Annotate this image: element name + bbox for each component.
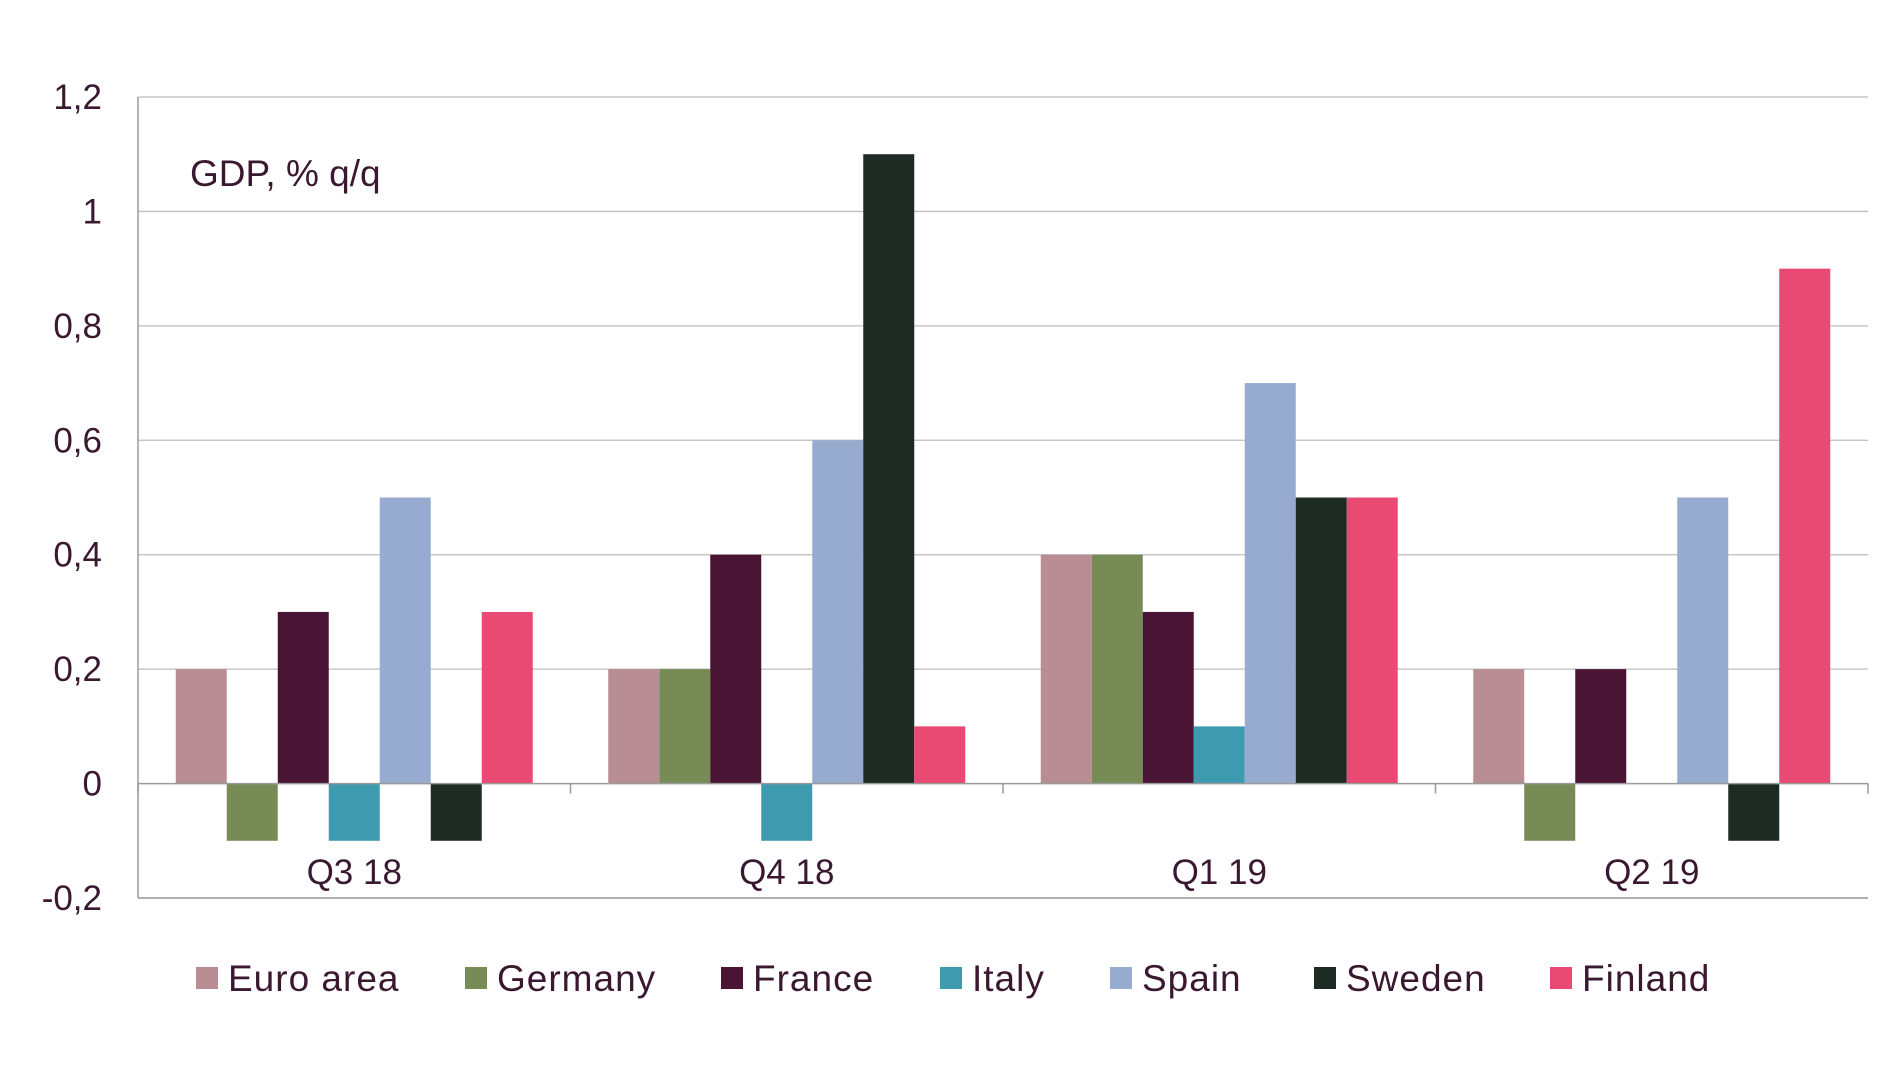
axes <box>137 97 1869 899</box>
bar <box>1193 726 1245 784</box>
bar <box>481 611 533 784</box>
legend-label: France <box>753 958 874 999</box>
legend-label: Euro area <box>228 958 400 999</box>
bar <box>1473 669 1525 784</box>
legend-label: Germany <box>497 958 656 999</box>
bar <box>1091 554 1143 784</box>
legend-swatch <box>465 967 487 989</box>
legend-swatch <box>1314 967 1336 989</box>
y-axis-tick-labels: -0,2 0 0,2 0,4 0,6 0,8 1 1,2 <box>42 78 102 918</box>
legend-swatch <box>721 967 743 989</box>
bar <box>226 783 278 841</box>
y-tick-label: 0,8 <box>53 307 102 346</box>
legend-swatch <box>940 967 962 989</box>
legend-label: Sweden <box>1346 958 1486 999</box>
bar <box>1677 497 1729 784</box>
y-tick-label: 0,6 <box>53 421 102 460</box>
category-label: Q2 19 <box>1604 853 1699 892</box>
legend-label: Italy <box>972 958 1045 999</box>
y-tick-label: 0,4 <box>53 536 102 575</box>
category-label: Q3 18 <box>307 853 402 892</box>
bar <box>659 669 711 784</box>
bar <box>1040 554 1092 784</box>
y-tick-label: 0,2 <box>53 650 102 689</box>
bar <box>812 440 864 784</box>
bar <box>277 611 329 784</box>
bar <box>914 726 966 784</box>
legend: Euro area Germany France Italy Spain Sweden Fi… <box>196 958 1710 999</box>
y-tick-label: 1,2 <box>53 78 102 117</box>
bar <box>1142 611 1194 784</box>
bar <box>710 554 762 784</box>
category-label: Q4 18 <box>739 853 834 892</box>
bar <box>175 669 227 784</box>
bar <box>430 783 482 841</box>
bar <box>863 154 915 784</box>
y-tick-label: -0,2 <box>42 879 102 918</box>
bars <box>175 154 1831 841</box>
legend-swatch <box>1550 967 1572 989</box>
bar <box>379 497 431 784</box>
bar <box>1524 783 1576 841</box>
bar <box>1779 268 1831 784</box>
y-tick-label: 1 <box>83 192 102 231</box>
bar <box>608 669 660 784</box>
bar <box>1728 783 1780 841</box>
legend-swatch <box>1110 967 1132 989</box>
legend-label: Spain <box>1142 958 1242 999</box>
legend-label: Finland <box>1582 958 1710 999</box>
bar <box>1575 669 1627 784</box>
chart-annotation: GDP, % q/q <box>190 153 381 194</box>
legend-swatch <box>196 967 218 989</box>
bar <box>328 783 380 841</box>
bar <box>1244 383 1296 784</box>
bar <box>1346 497 1398 784</box>
bar <box>761 783 813 841</box>
category-label: Q1 19 <box>1172 853 1267 892</box>
bar <box>1295 497 1347 784</box>
x-axis-category-labels: Q3 18 Q4 18 Q1 19 Q2 19 <box>307 853 1700 892</box>
y-tick-label: 0 <box>83 765 102 804</box>
